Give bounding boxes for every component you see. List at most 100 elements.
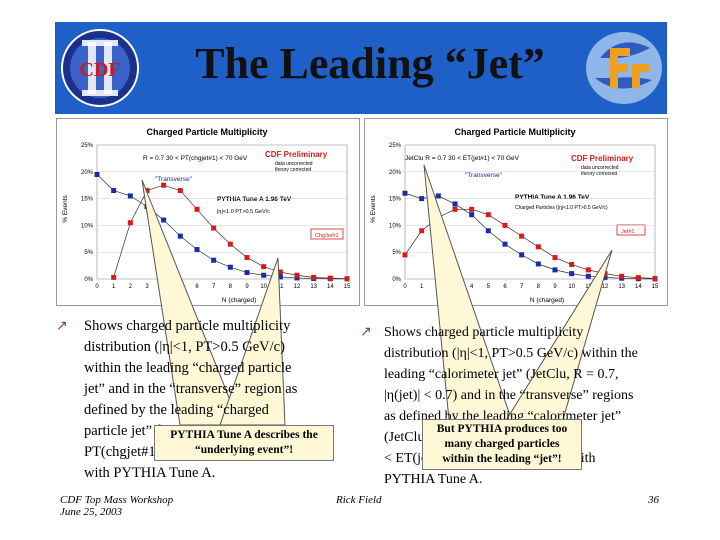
page-number: 36	[648, 494, 659, 506]
left-callout-line-1: PYTHIA Tune A describes the	[170, 429, 318, 441]
right-chart-tune: PYTHIA Tune A 1.96 TeV	[515, 194, 590, 201]
right-jet-point	[519, 233, 525, 239]
right-chart-annotation: JetClu R = 0.7 30 < ET(jet#1) < 70 GeV	[405, 155, 520, 162]
svg-text:CDF: CDF	[79, 59, 120, 81]
right-line-8: PYTHIA Tune A.	[384, 472, 483, 487]
right-transverse-point	[602, 274, 608, 280]
right-jet-point	[452, 206, 458, 212]
right-jet-point	[652, 275, 658, 281]
right-line-3: leading “calorimeter jet” (JetClu, R = 0…	[384, 367, 619, 382]
left-jet-point	[327, 275, 333, 281]
left-series-0-curve	[96, 174, 348, 280]
left-bullet-icon: ↗	[56, 319, 68, 334]
right-transverse-point	[552, 267, 558, 273]
left-x-tick-label: 7	[212, 284, 216, 290]
right-line-4: |η(jet)| < 0.7) and in the “transverse” …	[384, 388, 634, 403]
right-transverse-point	[469, 212, 475, 218]
right-transverse-point	[535, 261, 541, 267]
right-series-1-curve	[404, 208, 656, 279]
left-x-tick-label: 15	[344, 284, 351, 290]
right-jet-point	[585, 267, 591, 273]
right-jet-point	[552, 255, 558, 261]
page-title: The Leading “Jet”	[195, 39, 545, 88]
left-x-tick-label: 0	[95, 284, 99, 290]
left-line-5: defined by the leading “charged	[84, 402, 269, 418]
right-x-tick-label: 9	[553, 284, 557, 290]
right-jet-point	[485, 212, 491, 218]
right-x-tick-label: 6	[503, 284, 507, 290]
left-chart-tune: PYTHIA Tune A 1.96 TeV	[217, 196, 292, 203]
left-jet-point	[294, 272, 300, 278]
right-line-2: distribution (|η|<1, PT>0.5 GeV/c) withi…	[384, 346, 638, 361]
right-chart-legend-label: Jet#1	[621, 229, 634, 235]
left-chart-preliminary: CDF Preliminary	[265, 150, 328, 159]
left-line-3: within the leading “charged particle	[84, 360, 292, 376]
right-x-tick-label: 0	[403, 284, 407, 290]
right-x-tick-label: 10	[568, 284, 575, 290]
right-y-tick-label: 20%	[389, 170, 402, 176]
right-transverse-point	[452, 201, 458, 207]
right-transverse-point	[569, 271, 575, 277]
right-y-tick-label: 10%	[389, 223, 402, 229]
left-x-tick-label: 10	[260, 284, 267, 290]
left-transverse-point	[127, 193, 133, 199]
footer-author: Rick Field	[336, 494, 382, 506]
right-x-tick-label: 15	[652, 284, 659, 290]
left-x-tick-label: 12	[294, 284, 301, 290]
right-transverse-point	[419, 196, 425, 202]
right-transverse-point	[485, 228, 491, 234]
right-chart-title: Charged Particle Multiplicity	[454, 127, 575, 137]
right-y-tick-label: 0%	[392, 277, 401, 283]
left-y-tick-label: 20%	[81, 170, 94, 176]
left-line-1: Shows charged particle multiplicity	[84, 318, 291, 334]
left-x-tick-label: 11	[277, 284, 284, 290]
left-chart-panel: Charged Particle Multiplicity R = 0.7 30…	[56, 118, 360, 306]
footer-date: June 25, 2003	[60, 506, 123, 518]
left-transverse-point	[227, 264, 233, 270]
left-jet-point	[344, 276, 350, 282]
left-jet-point	[144, 188, 150, 194]
left-x-tick-label: 9	[245, 284, 249, 290]
right-callout-line-2: many charged particles	[444, 438, 560, 450]
left-transverse-point	[277, 274, 283, 280]
left-chart-annotation: R = 0.7 30 < PT(chgjet#1) < 70 GeV	[143, 155, 248, 162]
left-transverse-point	[211, 257, 217, 263]
right-transverse-point	[585, 273, 591, 279]
left-transverse-point	[244, 270, 250, 276]
right-y-tick-label: 15%	[389, 197, 402, 203]
left-chart-prelim-sub2: theory corrected	[275, 167, 311, 173]
left-callout-line-2: “underlying event”!	[194, 444, 294, 456]
footer-left: CDF Top Mass Workshop June 25, 2003	[60, 494, 173, 518]
right-jet-point	[569, 262, 575, 268]
left-chart-xlabel: N (charged)	[222, 297, 256, 304]
right-bullet-icon: ↗	[360, 325, 372, 340]
right-x-tick-label: 4	[470, 284, 474, 290]
left-chart-cuts: |η|<1.0 PT>0.5 GeV/c	[217, 209, 270, 215]
left-jet-point	[261, 264, 267, 270]
left-chart-legend-label: ChgJet#1	[315, 233, 339, 239]
left-transverse-point	[261, 272, 267, 278]
left-transverse-point	[111, 188, 117, 194]
right-transverse-point	[435, 193, 441, 199]
left-y-tick-label: 25%	[81, 143, 94, 149]
right-callout: But PYTHIA produces too many charged par…	[422, 419, 582, 470]
left-jet-point	[311, 274, 317, 280]
left-transverse-point	[194, 247, 200, 253]
left-transverse-point	[161, 217, 167, 223]
left-jet-point	[277, 269, 283, 275]
left-chart-transverse-label: "Transverse"	[155, 176, 193, 183]
left-line-8: with PYTHIA Tune A.	[84, 465, 216, 481]
left-x-tick-label: 1	[112, 284, 116, 290]
right-chart-xlabel: N (charged)	[530, 297, 564, 304]
left-jet-point	[161, 182, 167, 188]
left-callout: PYTHIA Tune A describes the “underlying …	[154, 425, 334, 461]
right-x-tick-label: 8	[537, 284, 541, 290]
left-x-tick-label: 13	[310, 284, 317, 290]
left-x-tick-label: 8	[229, 284, 233, 290]
footer-workshop: CDF Top Mass Workshop	[60, 494, 174, 506]
right-jet-point	[502, 222, 508, 228]
right-jet-point	[535, 244, 541, 250]
left-transverse-point	[94, 171, 100, 177]
right-series-0-curve	[404, 192, 656, 280]
left-jet-point	[194, 206, 200, 212]
